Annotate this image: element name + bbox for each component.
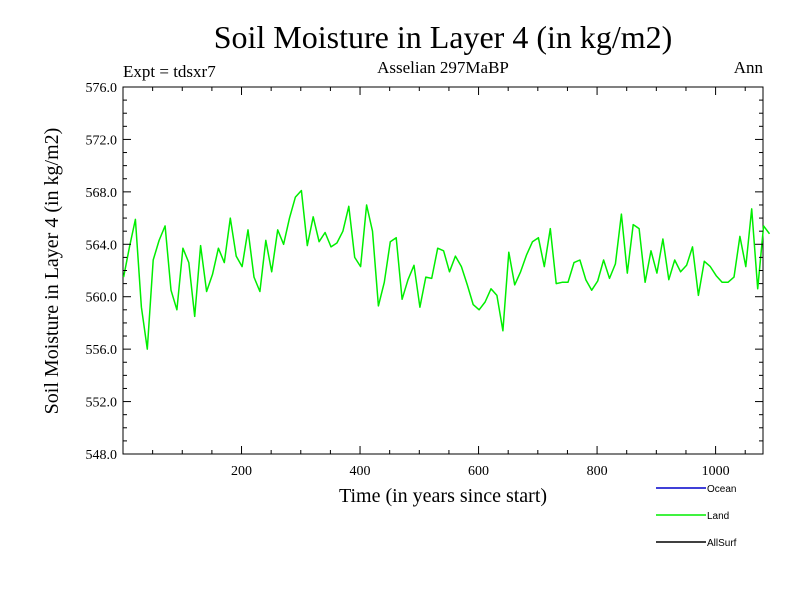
y-tick-label: 560.0 [86,291,118,306]
y-tick-label: 548.0 [86,448,118,463]
chart-title: Soil Moisture in Layer 4 (in kg/m2) [214,19,673,55]
series-layer [122,189,771,350]
x-tick-label: 600 [468,464,489,479]
x-tick-label: 1000 [702,464,730,479]
y-axis-label: Soil Moisture in Layer 4 (in kg/m2) [41,128,63,415]
season-label: Ann [734,58,764,77]
legend-label-land: Land [707,511,729,522]
x-axis-label: Time (in years since start) [339,485,547,507]
period-label: Asselian 297MaBP [377,58,509,77]
y-tick-label: 556.0 [86,343,118,358]
series-line-land [122,189,771,350]
legend-label-allsurf: AllSurf [707,538,737,549]
tick-layer: 548.0 552.0 556.0 560.0 564.0 568.0 572.0 576.0… [86,81,763,479]
y-tick-label: 576.0 [86,81,118,96]
y-tick-label: 568.0 [86,186,118,201]
experiment-label: Expt = tdsxr7 [123,62,216,81]
x-tick-label: 800 [587,464,608,479]
y-tick-label: 564.0 [86,238,118,253]
legend-label-ocean: Ocean [707,484,736,495]
x-tick-label: 200 [231,464,252,479]
y-tick-label: 572.0 [86,133,118,148]
legend: Ocean Land AllSurf [656,484,737,549]
y-tick-label: 552.0 [86,396,118,411]
x-tick-label: 400 [350,464,371,479]
